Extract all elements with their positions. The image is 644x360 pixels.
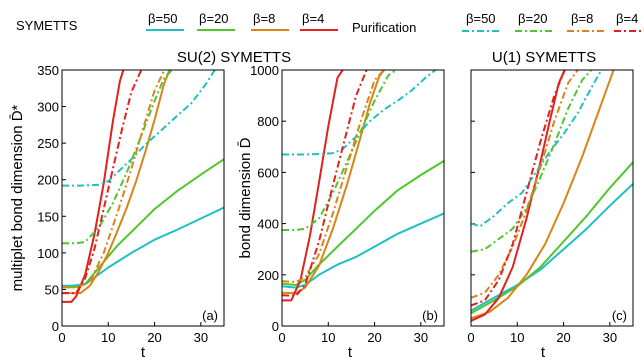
panel-a-ylabel: multiplet bond dimension D̄* (9, 104, 26, 291)
series-line-purification-beta50 (62, 70, 216, 187)
series-line-purification-beta20 (62, 70, 174, 245)
panel-c-series (471, 70, 633, 322)
panel-a: SU(2) SYMETTS multiplet bond dimension D… (9, 49, 291, 360)
series-line-purification-beta20 (471, 70, 593, 253)
x-tick-label: 30 (414, 330, 428, 345)
series-line-symetts-beta8 (62, 70, 171, 295)
x-tick-label: 20 (367, 330, 381, 345)
x-tick-label: 30 (194, 330, 208, 345)
legend-group-symetts: SYMETTS (16, 18, 78, 33)
x-tick-label: 20 (556, 330, 570, 345)
y-tick-label: 350 (37, 63, 59, 78)
y-tick-label: 150 (37, 209, 59, 224)
series-line-symetts-beta20 (471, 161, 633, 315)
panel-a-title: SU(2) SYMETTS (177, 49, 291, 66)
legend-beta50-label-2: β=50 (466, 11, 496, 26)
series-line-purification-beta50 (471, 70, 603, 228)
panel-b-ylabel: bond dimension D̄ (237, 137, 254, 258)
series-line-symetts-beta4 (62, 70, 125, 303)
series-line-symetts-beta50 (471, 183, 633, 312)
legend-beta8-label-2: β=8 (571, 11, 593, 26)
legend-beta8-label: β=8 (253, 11, 275, 26)
panel-a-frame (61, 69, 225, 327)
series-line-purification-beta4 (62, 70, 143, 295)
x-tick-label: 10 (101, 330, 115, 345)
panel-c-title: U(1) SYMETTS (492, 49, 596, 66)
legend-group-purification: Purification (352, 20, 416, 35)
x-tick-label: 0 (58, 330, 65, 345)
series-line-purification-beta20 (282, 70, 398, 231)
y-tick-label: 250 (37, 136, 59, 151)
y-tick-label: 400 (257, 217, 279, 232)
x-tick-label: 10 (510, 330, 524, 345)
series-line-purification-beta4 (471, 70, 566, 307)
panel-c-xlabel: t (541, 344, 546, 360)
panel-b-frame (281, 69, 445, 327)
series-line-purification-beta8 (471, 70, 580, 299)
series-line-purification-beta8 (282, 70, 386, 283)
series-line-purification-beta8 (62, 70, 166, 289)
y-tick-label: 50 (45, 282, 59, 297)
panel-c-frame (470, 69, 634, 327)
y-tick-label: 300 (37, 100, 59, 115)
panel-a-tag: (a) (202, 308, 218, 323)
legend-beta4-label: β=4 (302, 11, 324, 26)
panel-c-tag: (c) (612, 308, 627, 323)
panel-b-ticks: 0 10 20 30 0 200 400 600 800 1000 (250, 63, 428, 345)
panel-c: U(1) SYMETTS t 0 10 20 30 (c) (467, 49, 634, 360)
y-tick-label: 200 (37, 173, 59, 188)
series-line-symetts-beta50 (62, 206, 224, 287)
y-tick-label: 1000 (250, 63, 279, 78)
series-line-symetts-beta50 (282, 212, 444, 289)
x-tick-label: 10 (321, 330, 335, 345)
legend-beta20-label-2: β=20 (518, 11, 548, 26)
series-line-symetts-beta20 (282, 160, 444, 286)
series-line-purification-beta50 (282, 70, 438, 156)
panel-b-tag: (b) (422, 308, 438, 323)
series-line-symetts-beta4 (282, 70, 344, 302)
panel-a-xlabel: t (141, 344, 146, 360)
panel-c-ticks: 0 10 20 30 (467, 69, 617, 345)
y-tick-label: 0 (272, 319, 279, 334)
legend-beta50-label: β=50 (148, 11, 178, 26)
legend-beta4-label-2: β=4 (616, 11, 638, 26)
x-tick-label: 30 (603, 330, 617, 345)
y-tick-label: 200 (257, 268, 279, 283)
legend-beta20-label: β=20 (199, 11, 229, 26)
x-tick-label: 0 (278, 330, 285, 345)
y-tick-label: 0 (52, 319, 59, 334)
x-tick-label: 0 (467, 330, 474, 345)
x-tick-label: 20 (147, 330, 161, 345)
legend: SYMETTS β=50 β=20 β=8 β=4 Purification β… (16, 11, 644, 35)
y-tick-label: 100 (37, 246, 59, 261)
series-line-symetts-beta4 (471, 70, 566, 322)
panel-b-xlabel: t (348, 344, 353, 360)
panel-b-series (282, 70, 444, 302)
panel-b: bond dimension D̄ t 0 10 20 30 0 200 400 600 800… (237, 63, 445, 360)
series-line-purification-beta4 (282, 70, 368, 297)
panel-a-series (62, 70, 224, 303)
y-tick-label: 600 (257, 165, 279, 180)
series-line-symetts-beta8 (471, 70, 615, 320)
y-tick-label: 800 (257, 114, 279, 129)
